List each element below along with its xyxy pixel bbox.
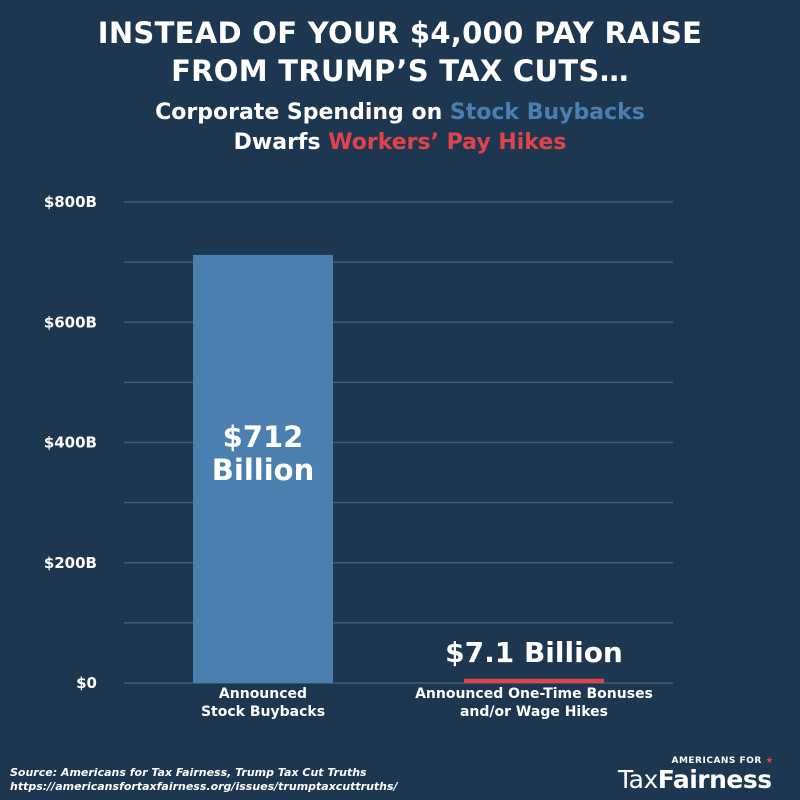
y-tick-label: $800B [44, 193, 97, 211]
subheadline-line-1: Corporate Spending on Stock Buybacks [0, 98, 800, 128]
source-note: Source: Americans for Tax Fairness, Trum… [10, 766, 398, 794]
y-tick-label: $400B [44, 434, 97, 452]
data-label: $7.1 Billion [445, 636, 623, 669]
headline-line-1: INSTEAD OF YOUR $4,000 PAY RAISE [97, 16, 703, 50]
subheadline-prefix: Corporate Spending on [155, 100, 450, 125]
x-tick-label: Announced [219, 686, 307, 702]
subheadline-line-2: Dwarfs Workers’ Pay Hikes [0, 128, 800, 158]
logo-tax: Tax [618, 765, 658, 794]
subheadline-stock-buybacks: Stock Buybacks [449, 100, 645, 125]
source-line-1: Source: Americans for Tax Fairness, Trum… [10, 766, 367, 779]
star-icon: ★ [765, 756, 774, 766]
data-label: $712 [223, 420, 304, 454]
subheadline-dwarfs: Dwarfs [233, 130, 329, 155]
y-tick-label: $0 [76, 674, 97, 692]
subheadline-workers-pay-hikes: Workers’ Pay Hikes [328, 130, 567, 155]
x-tick-label: Announced One-Time Bonuses [415, 686, 653, 702]
x-tick-label: and/or Wage Hikes [460, 704, 608, 720]
headline: INSTEAD OF YOUR $4,000 PAY RAISE FROM TR… [0, 14, 800, 90]
y-tick-label: $200B [44, 554, 97, 572]
source-line-2: https://americansfortaxfairness.org/issu… [10, 780, 398, 793]
data-label: Billion [212, 453, 314, 487]
headline-line-2: FROM TRUMP’S TAX CUTS… [171, 54, 629, 88]
logo-fairness: Fairness [657, 765, 772, 794]
logo-small-text: AMERICANS FOR ★ [671, 756, 774, 766]
bar [464, 678, 604, 683]
bar [193, 254, 333, 683]
subheadline: Corporate Spending on Stock Buybacks Dwa… [0, 98, 800, 158]
logo-wordmark: TaxFairness [618, 766, 772, 794]
y-tick-label: $600B [44, 313, 97, 331]
americans-for-tax-fairness-logo: AMERICANS FOR ★ TaxFairness [618, 756, 788, 796]
x-tick-label: Stock Buybacks [201, 704, 325, 720]
